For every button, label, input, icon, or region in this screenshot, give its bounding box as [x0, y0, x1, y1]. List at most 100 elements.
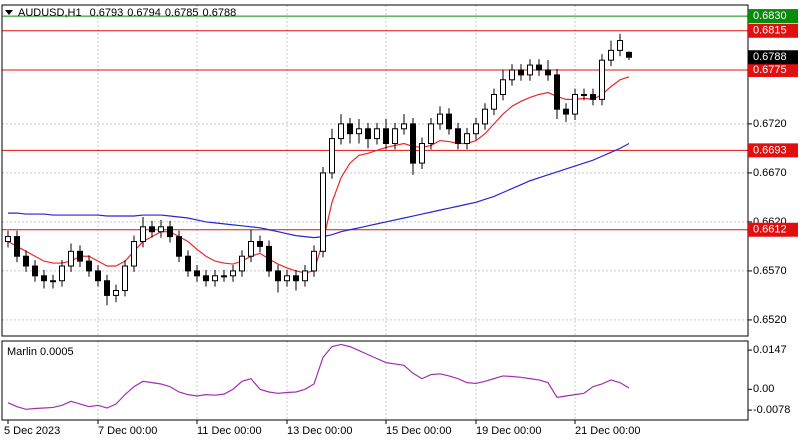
level-label: 0.6815 — [753, 25, 787, 37]
candle-body — [563, 108, 569, 115]
indicator-title: Marlin 0.0005 — [7, 346, 74, 358]
x-tick-label: 11 Dec 00:00 — [197, 425, 262, 437]
candle-body — [140, 226, 146, 243]
candle-body — [50, 280, 56, 283]
candle-body — [473, 123, 479, 135]
moving-average — [8, 142, 630, 239]
candle-body — [446, 113, 452, 130]
candle-body — [248, 241, 254, 257]
candle-body — [14, 236, 20, 257]
x-tick-label: 13 Dec 00:00 — [287, 425, 352, 437]
candle-body — [167, 226, 173, 238]
candle-body — [617, 40, 623, 51]
candle-body — [131, 241, 137, 267]
symbol: AUDUSD,H1 — [18, 7, 82, 19]
candle-body — [185, 255, 191, 272]
candle-body — [41, 275, 47, 282]
level-label-bg — [748, 143, 798, 158]
candle-body — [482, 108, 488, 125]
x-tick-label: 15 Dec 00:00 — [386, 425, 451, 437]
plot — [2, 15, 748, 410]
level-label: 0.6830 — [753, 10, 787, 22]
candle-body — [545, 69, 551, 76]
candle-body — [68, 250, 74, 267]
candle-body — [275, 270, 281, 282]
candle-body — [491, 93, 497, 110]
menu-arrow[interactable] — [5, 10, 13, 15]
candle-body — [356, 128, 362, 135]
candle-body — [257, 241, 263, 247]
candle-body — [122, 265, 128, 292]
y-tick-label: 0.6520 — [753, 314, 787, 326]
candle-body — [518, 69, 524, 76]
candle-body — [347, 123, 353, 135]
level-label-bg — [748, 62, 798, 77]
level-label: 0.6612 — [753, 224, 787, 236]
candle-body — [608, 49, 614, 61]
level-label-bg — [748, 9, 798, 24]
candle-body — [626, 51, 632, 58]
candle-body — [383, 128, 389, 144]
candle-body — [149, 226, 155, 233]
indicator-line — [7, 343, 630, 410]
header-close: 0.6788 — [203, 7, 237, 19]
candle-body — [23, 255, 29, 267]
candle-body — [266, 245, 272, 272]
candle-body — [239, 255, 245, 272]
candle-body — [401, 123, 407, 130]
candle-body — [311, 250, 317, 272]
candle-body — [410, 123, 416, 164]
indicator-frame — [1, 340, 749, 421]
indicator-tick-label: -0.0078 — [753, 404, 790, 416]
level-label-bg — [748, 23, 798, 38]
candle-body — [581, 93, 587, 96]
candle-body — [554, 74, 560, 110]
candle-body — [293, 275, 299, 282]
candle-body — [455, 128, 461, 144]
candle-body — [284, 275, 290, 282]
level-label-bg — [748, 222, 798, 237]
candle-body — [509, 69, 515, 81]
moving-average — [7, 76, 630, 274]
candle-body — [599, 59, 605, 100]
chart-header: AUDUSD,H1 0.6793 0.6794 0.6785 0.6788 — [18, 7, 236, 19]
indicator-tick-label: 0.00 — [753, 383, 774, 395]
candle-body — [392, 128, 398, 144]
y-tick-label: 0.6570 — [753, 265, 787, 277]
candle-body — [419, 142, 425, 164]
header-low: 0.6785 — [165, 7, 199, 19]
candle-body — [158, 226, 164, 233]
candle-body — [203, 275, 209, 282]
candle-body — [374, 128, 380, 140]
candle-body — [95, 270, 101, 282]
candle-body — [320, 172, 326, 252]
candle-body — [464, 133, 470, 144]
candle-body — [572, 93, 578, 115]
candle-body — [176, 236, 182, 257]
candle-body — [32, 265, 38, 277]
header-open: 0.6793 — [90, 7, 124, 19]
x-tick-label: 5 Dec 2023 — [4, 425, 60, 437]
grid — [2, 5, 748, 420]
candle-body — [212, 275, 218, 282]
y-tick-label: 0.6670 — [753, 167, 787, 179]
candle-body — [77, 250, 83, 262]
header-high: 0.6794 — [127, 7, 161, 19]
candle-body — [437, 113, 443, 125]
level-label: 0.6693 — [753, 144, 787, 156]
current-price-label: 0.6788 — [753, 51, 787, 63]
candle-body — [59, 265, 65, 282]
candle-body — [500, 79, 506, 95]
candle-body — [338, 123, 344, 140]
candle-body — [230, 270, 236, 277]
candle-body — [113, 290, 119, 296]
current-price-bg — [748, 50, 798, 65]
y-tick-label: 0.6720 — [753, 118, 787, 130]
candle-body — [221, 275, 227, 278]
candle-body — [365, 128, 371, 140]
indicator-tick-label: 0.0147 — [753, 344, 787, 356]
x-tick-label: 19 Dec 00:00 — [476, 425, 541, 437]
main-frame — [1, 4, 749, 337]
